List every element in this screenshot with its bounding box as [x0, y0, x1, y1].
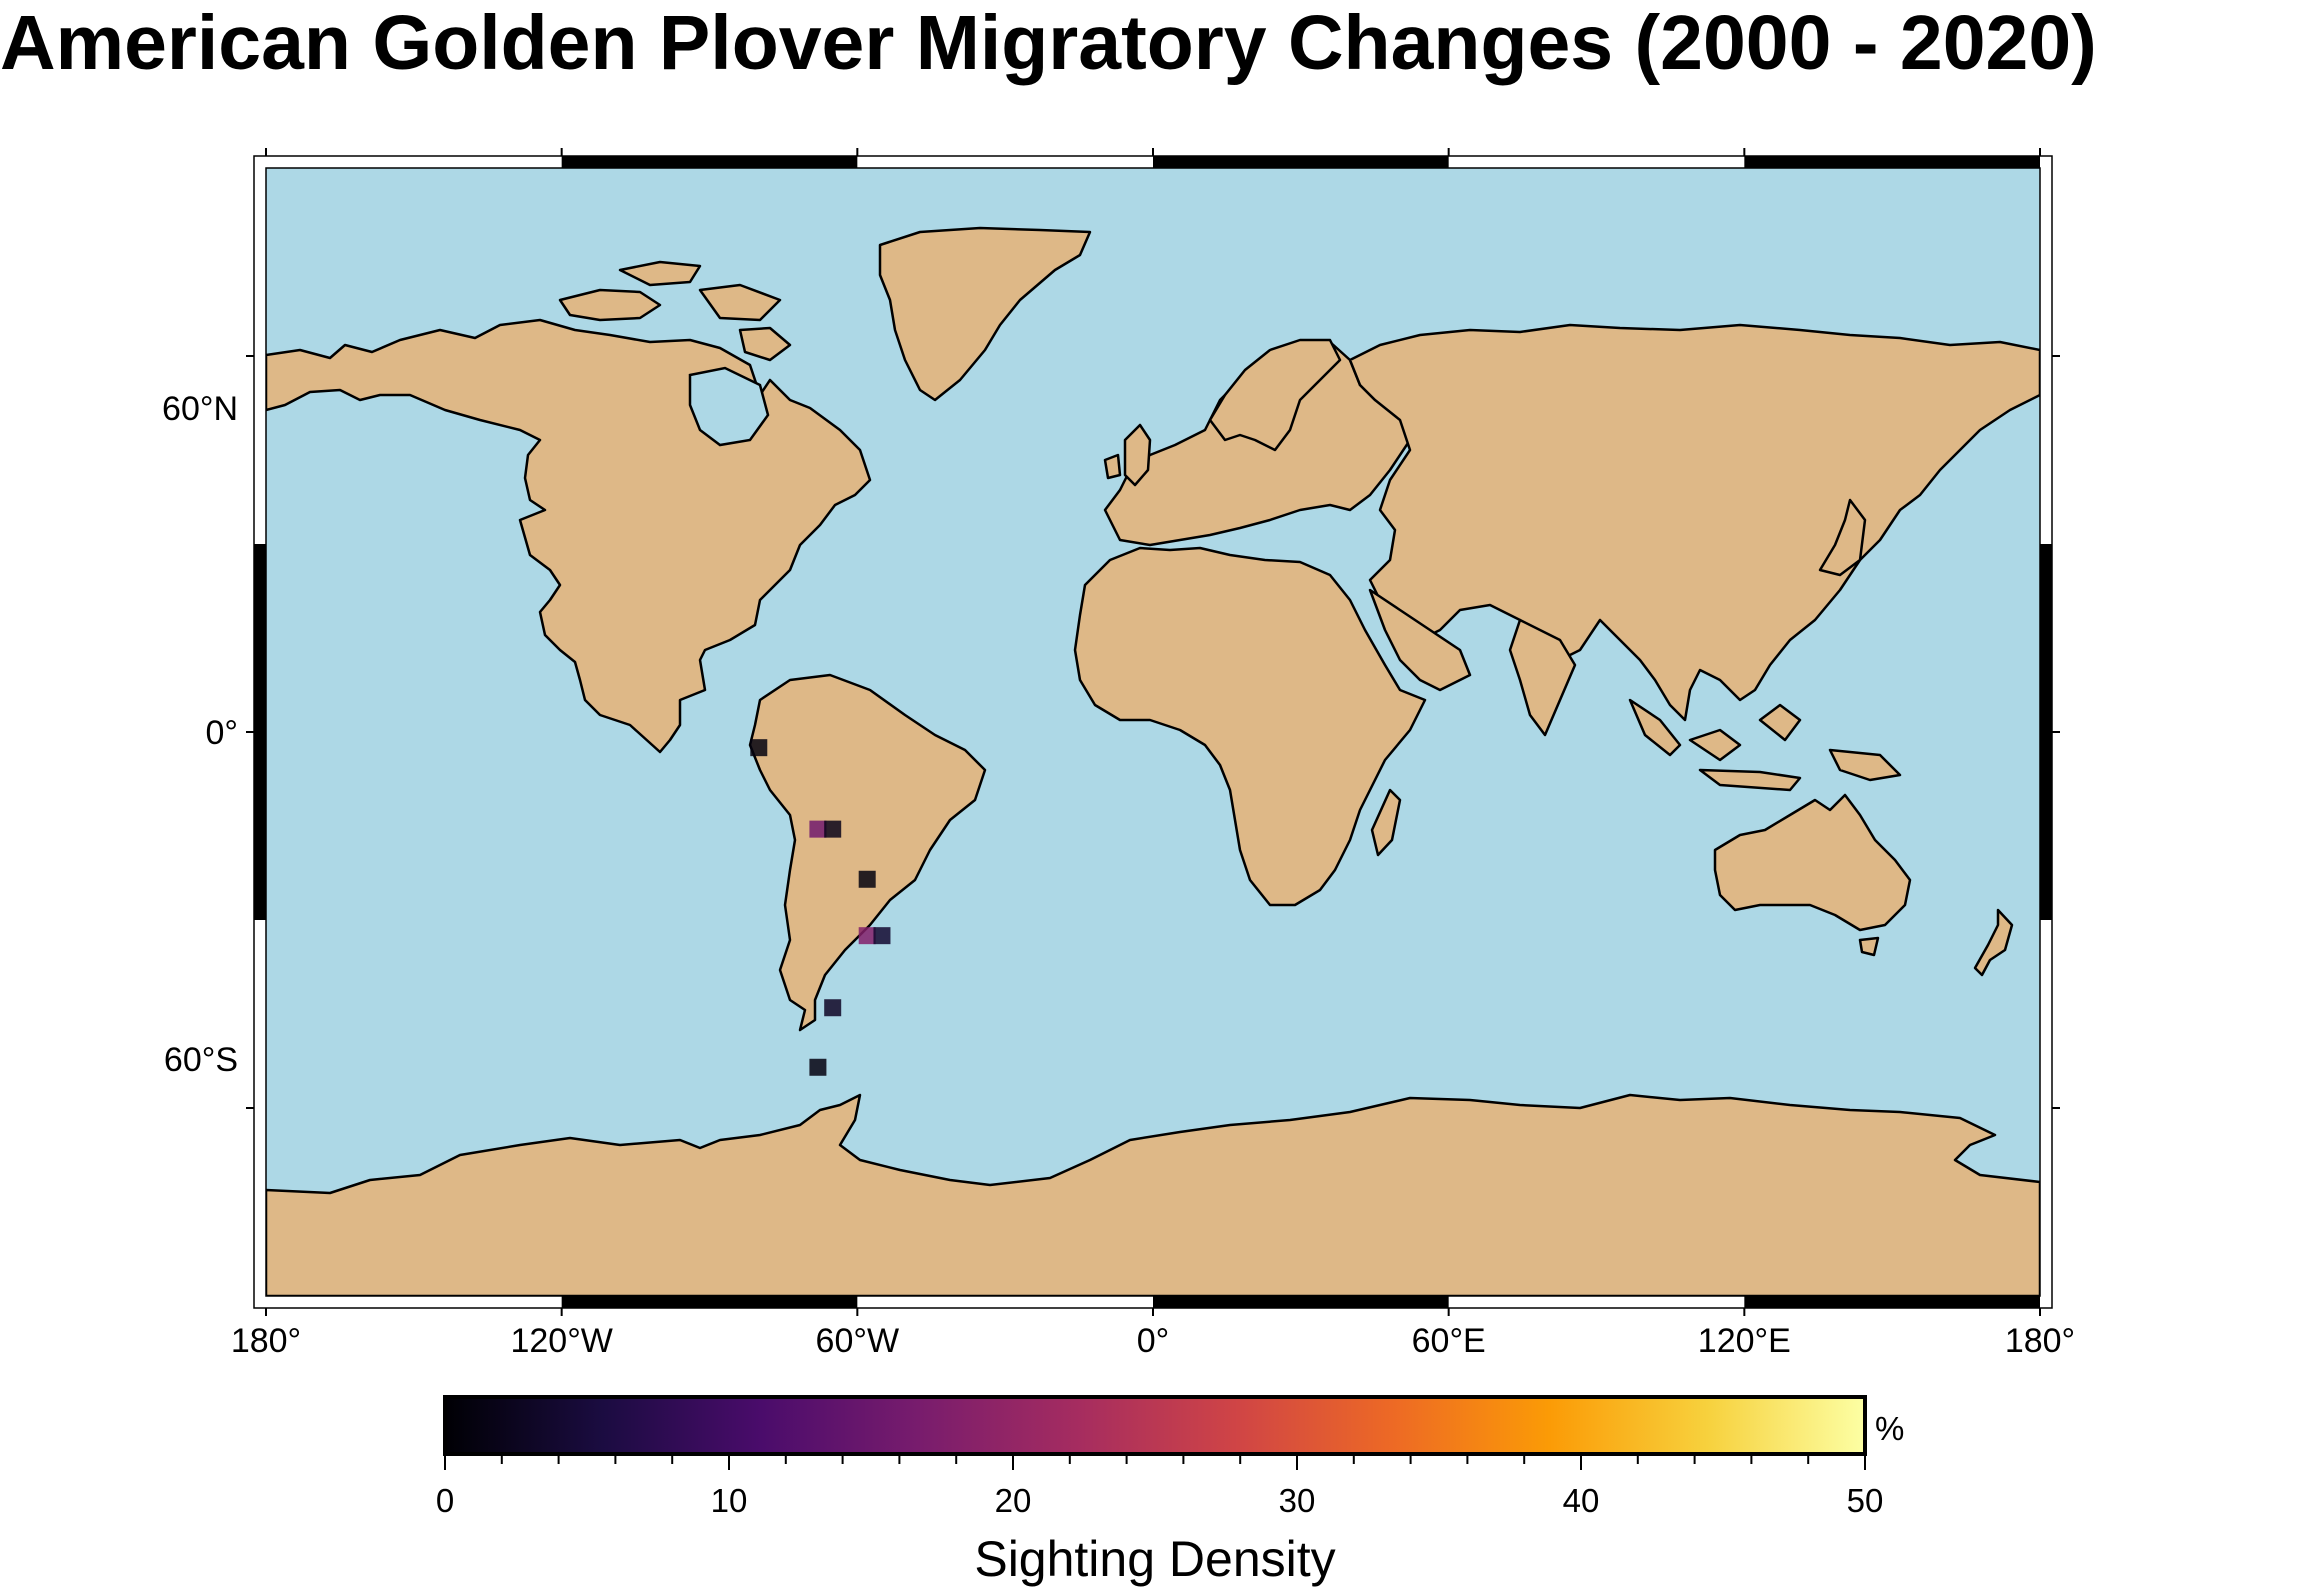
frame-bar-right	[2040, 544, 2052, 920]
colorbar-tick-label: 10	[711, 1482, 748, 1519]
land-new-zealand	[1973, 908, 2014, 977]
y-tick-label: 60°N	[162, 390, 238, 428]
frame-bar-bottom	[1744, 1296, 2040, 1308]
map-title: American Golden Plover Migratory Changes…	[0, 0, 2097, 86]
land-british-isles	[1103, 423, 1152, 487]
land-greenland	[878, 226, 1092, 402]
x-tick-label: 180°	[2005, 1322, 2075, 1360]
land-indonesia	[1628, 698, 1902, 792]
land-japan	[1818, 498, 1867, 577]
sighting-marker	[809, 820, 827, 838]
land-antarctica	[266, 1093, 2040, 1296]
sighting-marker	[858, 927, 876, 945]
frame-bar-top	[1153, 156, 1449, 168]
x-tick-label: 180°	[231, 1322, 301, 1360]
colorbar-tick-label: 40	[1563, 1482, 1600, 1519]
colorbar-title: Sighting Density	[974, 1531, 1335, 1587]
y-tick-label: 0°	[205, 714, 238, 752]
x-tick-label: 120°W	[510, 1322, 612, 1360]
frame-bar-top	[1744, 156, 2040, 168]
sighting-marker	[873, 927, 891, 945]
colorbar-unit: %	[1875, 1410, 1904, 1447]
x-tick-label: 0°	[1137, 1322, 1170, 1360]
land-australia	[1713, 793, 1912, 932]
map-frame	[246, 148, 2060, 1316]
land-masses	[266, 226, 2040, 1296]
frame-bar-bottom	[561, 1296, 858, 1308]
land-africa	[1073, 546, 1427, 907]
colorbar-tick-label: 50	[1847, 1482, 1884, 1519]
colorbar-tick-label: 20	[995, 1482, 1032, 1519]
land-arabia-india	[1368, 588, 1577, 737]
colorbar-tick-label: 0	[436, 1482, 454, 1519]
y-tick-label: 60°S	[164, 1041, 238, 1079]
frame-bar-bottom	[1153, 1296, 1449, 1308]
land-scandinavia	[1208, 338, 1342, 452]
colorbar-ticks	[444, 1454, 1866, 1470]
land-arctic-islands	[558, 260, 792, 362]
frame-bar-top	[561, 156, 858, 168]
x-tick-label: 60°W	[816, 1322, 900, 1360]
colorbar: 0 10 20 30 40 50 % Sighting Density	[436, 1395, 1904, 1587]
sighting-marker	[750, 739, 768, 757]
sighting-marker	[824, 820, 842, 838]
land-south-america	[748, 673, 987, 1032]
x-tick-label: 120°E	[1698, 1322, 1791, 1360]
land-madagascar	[1370, 788, 1402, 857]
axis-labels: 180° 120°W 60°W 0° 60°E 120°E 180° 60°N …	[162, 390, 2075, 1360]
colorbar-tick-label: 30	[1279, 1482, 1316, 1519]
sighting-marker	[858, 870, 876, 888]
colorbar-ramp	[443, 1395, 1867, 1456]
sighting-marker	[809, 1058, 827, 1076]
sightings-layer	[750, 739, 891, 1076]
x-tick-label: 60°E	[1412, 1322, 1486, 1360]
land-tasmania	[1858, 936, 1880, 957]
frame-bar-left	[254, 544, 266, 920]
sighting-marker	[824, 999, 842, 1017]
